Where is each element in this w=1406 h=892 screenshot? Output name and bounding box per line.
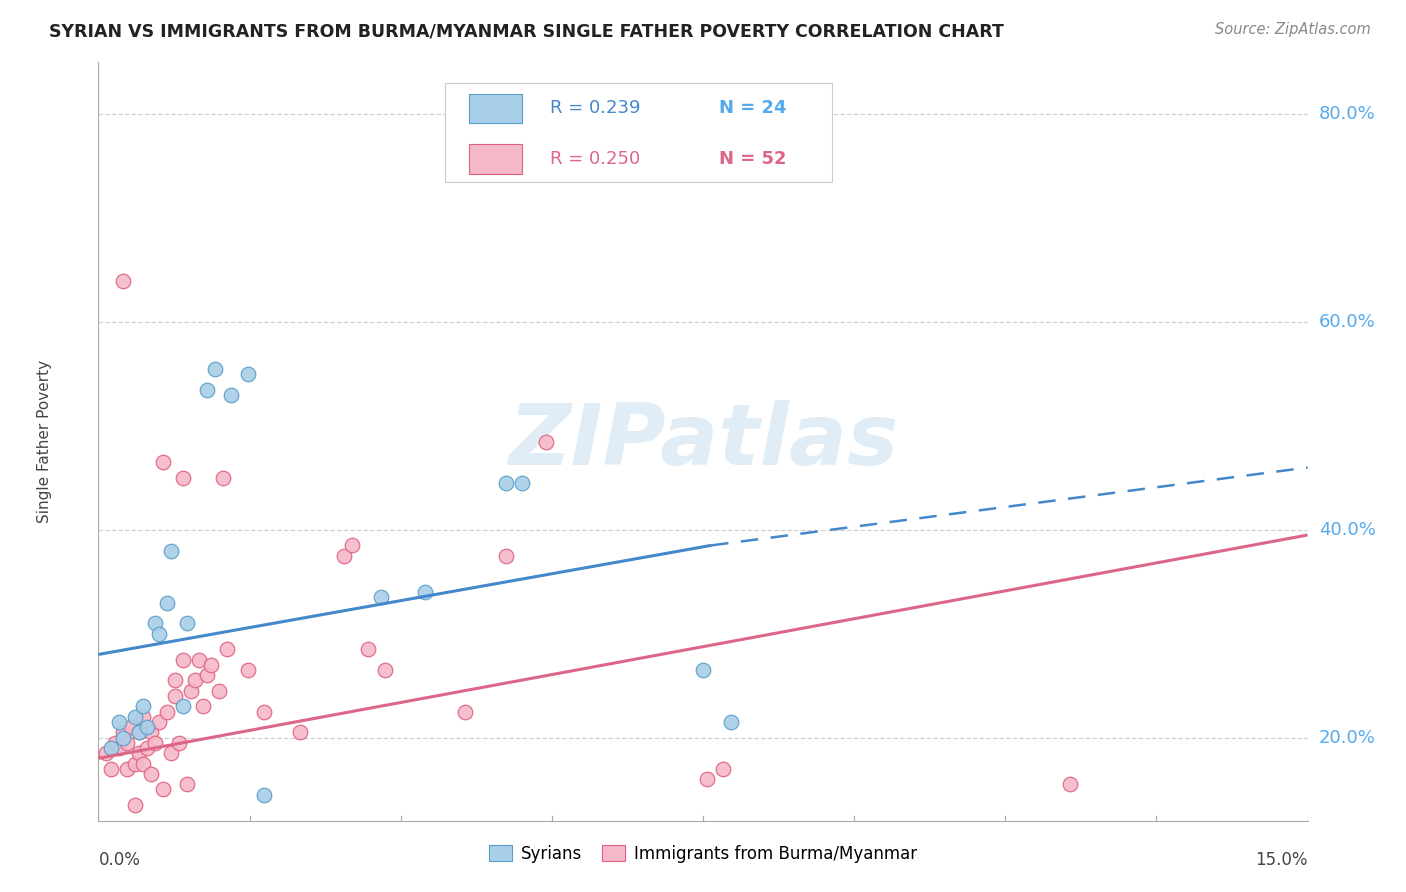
Point (163, 673, 186, 688)
Point (333, 549, 356, 563)
Point (148, 626, 170, 640)
Point (696, 772, 718, 786)
Text: R = 0.239: R = 0.239 (550, 99, 640, 117)
Point (148, 714, 170, 729)
Text: Single Father Poverty: Single Father Poverty (37, 360, 52, 523)
Point (253, 705, 276, 719)
Point (128, 746, 150, 760)
Point (156, 595, 179, 609)
Point (152, 455, 174, 469)
Text: 15.0%: 15.0% (1256, 851, 1308, 869)
Point (454, 705, 477, 719)
Point (692, 663, 714, 677)
Point (342, 538, 364, 552)
Point (217, 642, 239, 657)
Text: SYRIAN VS IMMIGRANTS FROM BURMA/MYANMAR SINGLE FATHER POVERTY CORRELATION CHART: SYRIAN VS IMMIGRANTS FROM BURMA/MYANMAR … (49, 22, 1004, 40)
Point (221, 388, 243, 402)
Point (100, 740, 122, 755)
Point (184, 673, 207, 688)
Point (135, 740, 157, 755)
Point (100, 762, 122, 776)
Point (128, 725, 150, 739)
Point (180, 683, 202, 698)
Point (357, 642, 380, 657)
Text: 0.0%: 0.0% (98, 851, 141, 869)
Point (124, 756, 146, 771)
Point (413, 585, 436, 599)
Text: Source: ZipAtlas.com: Source: ZipAtlas.com (1215, 22, 1371, 37)
Point (156, 705, 179, 719)
Point (200, 657, 222, 672)
Point (139, 767, 162, 781)
FancyBboxPatch shape (470, 94, 522, 123)
Point (132, 756, 155, 771)
Point (534, 434, 557, 449)
Point (188, 653, 211, 667)
Point (96, 746, 118, 760)
Point (160, 746, 183, 760)
Point (124, 710, 146, 724)
Point (172, 699, 194, 714)
Point (193, 699, 215, 714)
Text: 40.0%: 40.0% (1319, 521, 1375, 539)
Point (495, 476, 517, 491)
FancyBboxPatch shape (470, 145, 522, 174)
Point (163, 689, 186, 703)
Point (172, 653, 194, 667)
Point (132, 710, 155, 724)
Point (236, 367, 259, 381)
Point (374, 663, 396, 677)
Text: 20.0%: 20.0% (1319, 729, 1375, 747)
Point (111, 274, 134, 288)
Point (167, 736, 190, 750)
Text: 80.0%: 80.0% (1319, 105, 1375, 123)
Point (212, 471, 235, 485)
Text: R = 0.250: R = 0.250 (550, 150, 640, 168)
Point (115, 762, 138, 776)
Point (176, 616, 198, 631)
Point (111, 725, 134, 739)
Point (495, 549, 517, 563)
Point (124, 798, 146, 813)
Point (132, 699, 155, 714)
Point (139, 725, 162, 739)
Point (195, 668, 218, 682)
Text: ZIPatlas: ZIPatlas (508, 400, 898, 483)
Point (135, 720, 157, 734)
Text: 60.0%: 60.0% (1319, 313, 1375, 331)
Point (711, 762, 734, 776)
Point (107, 740, 129, 755)
Point (236, 663, 259, 677)
FancyBboxPatch shape (446, 83, 832, 182)
Text: N = 24: N = 24 (718, 99, 786, 117)
Point (103, 736, 125, 750)
Point (143, 616, 166, 631)
Point (143, 736, 166, 750)
Point (195, 383, 218, 397)
Point (510, 476, 533, 491)
Point (370, 591, 392, 605)
Point (176, 777, 198, 791)
Point (204, 361, 226, 376)
Point (111, 731, 134, 745)
Point (115, 736, 138, 750)
Legend: Syrians, Immigrants from Burma/Myanmar: Syrians, Immigrants from Burma/Myanmar (482, 838, 924, 869)
Point (107, 714, 129, 729)
Text: N = 52: N = 52 (718, 150, 786, 168)
Point (120, 720, 142, 734)
Point (152, 782, 174, 797)
Point (253, 788, 276, 802)
Point (1059, 777, 1081, 791)
Point (208, 683, 231, 698)
Point (172, 471, 194, 485)
Point (128, 725, 150, 739)
Point (160, 543, 183, 558)
Point (288, 725, 311, 739)
Point (720, 714, 742, 729)
